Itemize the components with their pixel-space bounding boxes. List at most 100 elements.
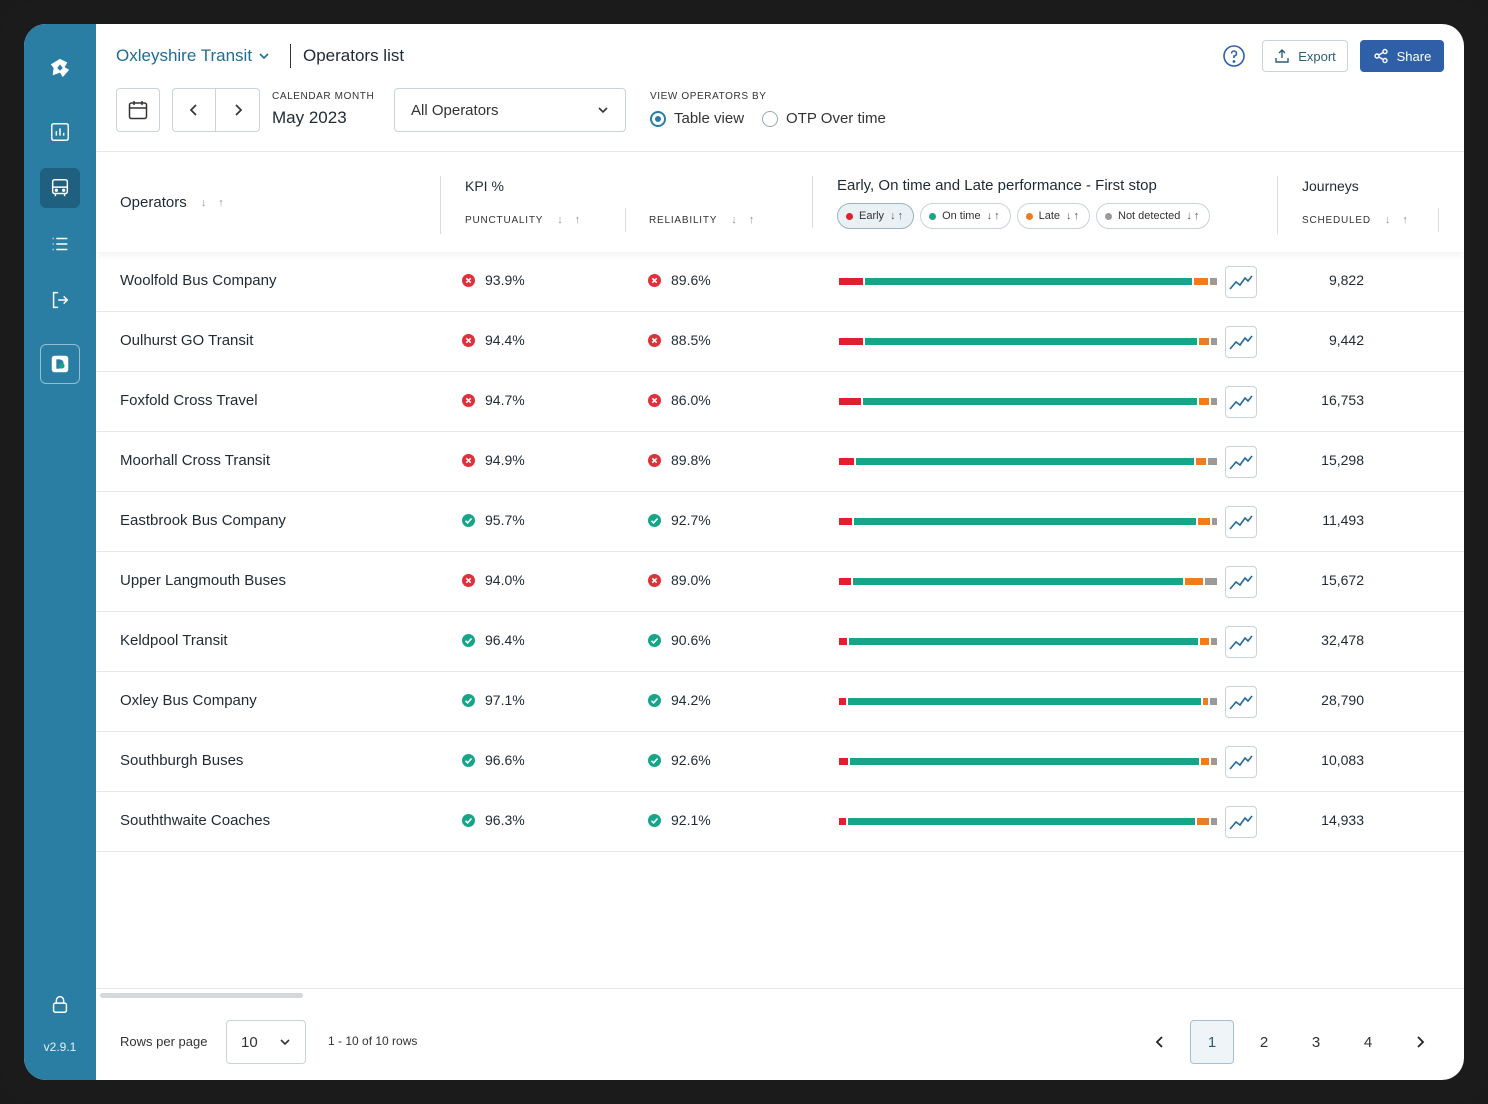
not-detected-segment [1204,578,1218,585]
on-time-dot-icon [929,212,937,220]
performance-bar [839,578,1218,585]
page-title: Operators list [303,46,405,65]
sort-arrows-icon[interactable]: ↓↑ [557,214,593,226]
table-row[interactable]: Moorhall Cross Transit 94.9% 89.8% 15,298 [96,432,1464,492]
table-row[interactable]: Woolfold Bus Company 93.9% 89.6% 9,822 [96,252,1464,312]
early-segment [839,758,849,765]
lock-icon[interactable] [40,984,80,1024]
trend-chart-button[interactable] [1225,626,1257,658]
performance-bar [839,698,1218,705]
late-segment [1197,518,1211,525]
operator-name[interactable]: Souththwaite Coaches [120,812,271,829]
operator-name[interactable]: Oulhurst GO Transit [120,332,254,349]
operator-name[interactable]: Upper Langmouth Buses [120,572,286,589]
reliability-value: 89.6% [671,272,711,288]
help-icon[interactable] [1222,44,1246,68]
calendar-button[interactable] [116,88,160,132]
sort-arrows-icon[interactable]: ↓↑ [731,214,767,226]
trend-chart-button[interactable] [1225,506,1257,538]
rows-per-page-value: 10 [241,1033,258,1051]
logout-icon[interactable] [40,280,80,320]
rows-per-page-select[interactable]: 10 [226,1020,306,1064]
reliability-cell: 92.7% [648,512,711,528]
table-row[interactable]: Keldpool Transit 96.4% 90.6% 32,478 [96,612,1464,672]
error-circle-icon [648,333,661,347]
check-circle-icon [648,513,661,527]
on-time-segment [854,518,1196,525]
kpi-header: KPI % [465,178,504,194]
table-row[interactable]: Souththwaite Coaches 96.3% 92.1% 14,933 [96,792,1464,852]
operator-name[interactable]: Woolfold Bus Company [120,272,277,289]
horizontal-scrollbar-thumb[interactable] [100,993,303,998]
trend-line-icon [1229,635,1253,650]
table-row[interactable]: Eastbrook Bus Company 95.7% 92.7% 11,493 [96,492,1464,552]
trend-chart-button[interactable] [1225,266,1257,298]
operator-name[interactable]: Foxfold Cross Travel [120,392,258,409]
trend-chart-button[interactable] [1225,446,1257,478]
export-button[interactable]: Export [1262,40,1348,72]
trend-chart-button[interactable] [1225,566,1257,598]
organisation-switcher[interactable]: Oxleyshire Transit [116,46,270,66]
table-row[interactable]: Southburgh Buses 96.6% 92.6% 10,083 [96,732,1464,792]
trend-chart-button[interactable] [1225,386,1257,418]
logo-icon[interactable] [40,48,80,88]
previous-month-button[interactable] [173,89,217,131]
sort-arrows-icon: ↓↑ [1066,210,1081,222]
calendar-month-value: May 2023 [272,108,347,127]
late-segment [1196,458,1207,465]
sort-arrows-icon[interactable]: ↓↑ [200,196,236,209]
table-row[interactable]: Oxley Bus Company 97.1% 94.2% 28,790 [96,672,1464,732]
chart-icon[interactable] [40,112,80,152]
operator-name[interactable]: Oxley Bus Company [120,692,257,709]
page-button-4[interactable]: 4 [1363,1033,1373,1051]
not-detected-sort-chip[interactable]: Not detected ↓↑ [1096,203,1211,229]
trend-line-icon [1229,755,1253,770]
bus-icon[interactable] [40,168,80,208]
late-segment [1199,338,1209,345]
next-month-button[interactable] [216,89,259,131]
early-sort-chip[interactable]: Early ↓↑ [837,203,915,229]
month-navigator [172,88,260,132]
trend-chart-button[interactable] [1225,806,1257,838]
check-circle-icon [648,813,661,827]
early-segment [839,578,852,585]
trend-chart-button[interactable] [1225,326,1257,358]
operator-name[interactable]: Southburgh Buses [120,752,244,769]
late-chip-label: Late [1038,210,1060,222]
table-view-radio[interactable]: Table view [650,110,744,127]
operator-name[interactable]: Keldpool Transit [120,632,228,649]
table-row[interactable]: Upper Langmouth Buses 94.0% 89.0% 15,672 [96,552,1464,612]
reliability-cell: 88.5% [648,332,711,348]
error-circle-icon [648,453,661,467]
late-segment [1196,818,1209,825]
app-icon[interactable] [40,344,80,384]
operator-name[interactable]: Eastbrook Bus Company [120,512,286,529]
scheduled-column-header[interactable]: SCHEDULED ↓↑ [1302,214,1420,226]
operator-name[interactable]: Moorhall Cross Transit [120,452,271,469]
on-time-sort-chip[interactable]: On time ↓↑ [920,203,1011,229]
otp-over-time-radio[interactable]: OTP Over time [762,110,886,127]
upload-icon [1275,49,1289,63]
trend-chart-button[interactable] [1225,686,1257,718]
column-separator [812,176,813,228]
late-sort-chip[interactable]: Late ↓↑ [1016,203,1090,229]
reliability-cell: 86.0% [648,392,711,408]
previous-page-button[interactable] [1138,1020,1182,1064]
reliability-column-header[interactable]: RELIABILITY ↓↑ [649,214,766,226]
page-button-1[interactable]: 1 [1190,1020,1234,1064]
sort-arrows-icon[interactable]: ↓↑ [1384,214,1420,226]
page-button-3[interactable]: 3 [1311,1033,1321,1051]
chevron-right-icon [1417,1036,1425,1048]
operator-select[interactable]: All Operators [394,88,626,132]
punctuality-cell: 95.7% [462,512,525,528]
trend-chart-button[interactable] [1225,746,1257,778]
share-button[interactable]: Share [1360,40,1444,72]
main-content: Oxleyshire Transit Operators list Export… [96,24,1464,1080]
operators-column-header[interactable]: Operators ↓↑ [120,194,236,211]
table-row[interactable]: Foxfold Cross Travel 94.7% 86.0% 16,753 [96,372,1464,432]
punctuality-column-header[interactable]: PUNCTUALITY ↓↑ [465,214,592,226]
table-row[interactable]: Oulhurst GO Transit 94.4% 88.5% 9,442 [96,312,1464,372]
list-icon[interactable] [40,224,80,264]
page-button-2[interactable]: 2 [1259,1033,1269,1051]
next-page-button[interactable] [1398,1020,1442,1064]
